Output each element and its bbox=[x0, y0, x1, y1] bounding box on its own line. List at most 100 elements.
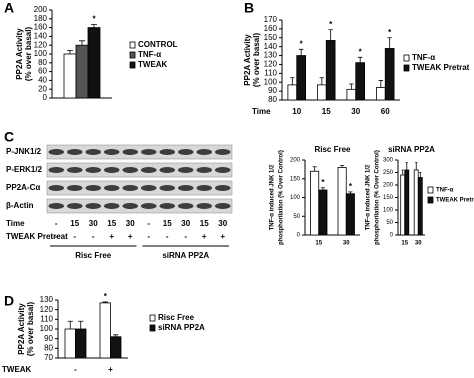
blot-band bbox=[85, 167, 102, 173]
legend-label: TWEAK bbox=[138, 60, 168, 69]
legend-label: TNF-α bbox=[436, 188, 454, 194]
y-tick-label: 100 bbox=[383, 208, 394, 214]
y-tick-label: 90 bbox=[268, 86, 277, 95]
y-axis-label: (% over basal) bbox=[26, 302, 35, 357]
error-bar bbox=[419, 172, 422, 178]
blot-time: 30 bbox=[181, 219, 190, 228]
blot-band bbox=[196, 167, 213, 173]
chart-title: siRNA PP2A bbox=[388, 145, 435, 154]
blot-row-label: PP2A-Cα bbox=[6, 183, 40, 192]
bar bbox=[345, 193, 355, 236]
blot-band bbox=[214, 167, 231, 173]
blot-band bbox=[85, 149, 102, 155]
x-tick-label: 30 bbox=[351, 107, 360, 116]
legend-swatch bbox=[427, 186, 434, 194]
y-axis-label: TNF-α induced JNK 1/2 bbox=[366, 164, 372, 230]
blot-pretreat: - bbox=[184, 232, 187, 241]
blot-band bbox=[122, 149, 139, 155]
bar bbox=[110, 336, 122, 359]
blot-band bbox=[140, 185, 157, 191]
y-tick-label: 20 bbox=[38, 84, 47, 93]
blot-pretreat: - bbox=[166, 232, 169, 241]
blot-time: 15 bbox=[107, 219, 116, 228]
x-tick-label: - bbox=[74, 365, 77, 374]
blot-band bbox=[103, 203, 120, 209]
panel-label: A bbox=[4, 0, 14, 16]
blot-band bbox=[85, 185, 102, 191]
bar bbox=[87, 27, 101, 99]
blot-pretreat: + bbox=[202, 232, 207, 241]
blot-band bbox=[196, 185, 213, 191]
error-bar bbox=[401, 169, 404, 175]
bar bbox=[355, 62, 366, 101]
group-label: Risc Free bbox=[75, 251, 112, 260]
blot-band bbox=[48, 149, 65, 155]
blot-band bbox=[48, 203, 65, 209]
legend-label: TNF-α bbox=[412, 53, 435, 62]
legend-label: TWEAK Pretrat bbox=[412, 63, 470, 72]
blot-strip bbox=[46, 180, 233, 196]
error-bar bbox=[298, 48, 304, 56]
blot-band bbox=[159, 149, 176, 155]
y-tick-label: 50 bbox=[386, 220, 393, 226]
significance-marker: * bbox=[329, 20, 333, 29]
chart-title: Risc Free bbox=[314, 145, 351, 154]
bar bbox=[318, 189, 328, 236]
blot-band bbox=[66, 185, 83, 191]
x-tick-label: 15 bbox=[401, 241, 408, 247]
blot-band bbox=[140, 203, 157, 209]
y-tick-label: 110 bbox=[264, 68, 277, 77]
x-tick-label: 30 bbox=[415, 241, 422, 247]
y-tick-label: 0 bbox=[390, 233, 394, 239]
blot-pretreat: - bbox=[73, 232, 76, 241]
y-axis-label: phosphorilation (% Over Control) bbox=[279, 150, 285, 245]
blot-pretreat: + bbox=[220, 232, 225, 241]
bar bbox=[346, 88, 357, 101]
error-bar bbox=[312, 166, 317, 172]
panel-label: D bbox=[4, 293, 14, 309]
blot-time: 15 bbox=[70, 219, 79, 228]
significance-marker: * bbox=[104, 292, 108, 301]
y-tick-label: 200 bbox=[383, 183, 394, 189]
x-tick-label: 10 bbox=[292, 107, 301, 116]
error-bar bbox=[113, 334, 119, 337]
blot-band bbox=[103, 167, 120, 173]
blot-band bbox=[140, 167, 157, 173]
bar bbox=[375, 87, 386, 101]
legend-swatch bbox=[149, 314, 156, 322]
blot-band bbox=[66, 167, 83, 173]
blot-pretreat: - bbox=[147, 232, 150, 241]
blot-band bbox=[177, 149, 194, 155]
significance-marker: * bbox=[92, 15, 96, 24]
group-label: siRNA PP2A bbox=[162, 251, 209, 260]
panel-label: C bbox=[4, 129, 14, 145]
legend-label: TWEAK Pretreat bbox=[436, 198, 474, 204]
blot-band bbox=[196, 203, 213, 209]
y-tick-label: 120 bbox=[40, 305, 54, 314]
x-tick-label: 15 bbox=[315, 241, 322, 247]
y-tick-label: 170 bbox=[264, 15, 278, 24]
y-tick-label: 80 bbox=[268, 95, 277, 104]
blot-band bbox=[66, 149, 83, 155]
error-bar bbox=[405, 162, 408, 170]
blot-row-label: P-ERK1/2 bbox=[6, 165, 43, 174]
blot-band bbox=[48, 167, 65, 173]
y-tick-label: 160 bbox=[34, 23, 48, 32]
error-bar bbox=[357, 56, 363, 63]
blot-time: - bbox=[55, 219, 58, 228]
error-bar bbox=[340, 165, 345, 168]
error-bar bbox=[378, 80, 384, 88]
significance-marker: * bbox=[388, 28, 392, 37]
significance-marker: * bbox=[359, 47, 363, 56]
legend-swatch bbox=[403, 64, 410, 72]
bar bbox=[75, 44, 89, 99]
error-bar bbox=[67, 320, 73, 329]
blot-band bbox=[214, 185, 231, 191]
blot-time: 15 bbox=[163, 219, 172, 228]
legend-swatch bbox=[149, 324, 156, 332]
y-tick-label: 100 bbox=[40, 324, 54, 333]
y-tick-label: 110 bbox=[40, 314, 53, 323]
blot-band bbox=[159, 167, 176, 173]
blot-axis-label: Time bbox=[6, 219, 25, 228]
y-tick-label: 160 bbox=[264, 24, 278, 33]
